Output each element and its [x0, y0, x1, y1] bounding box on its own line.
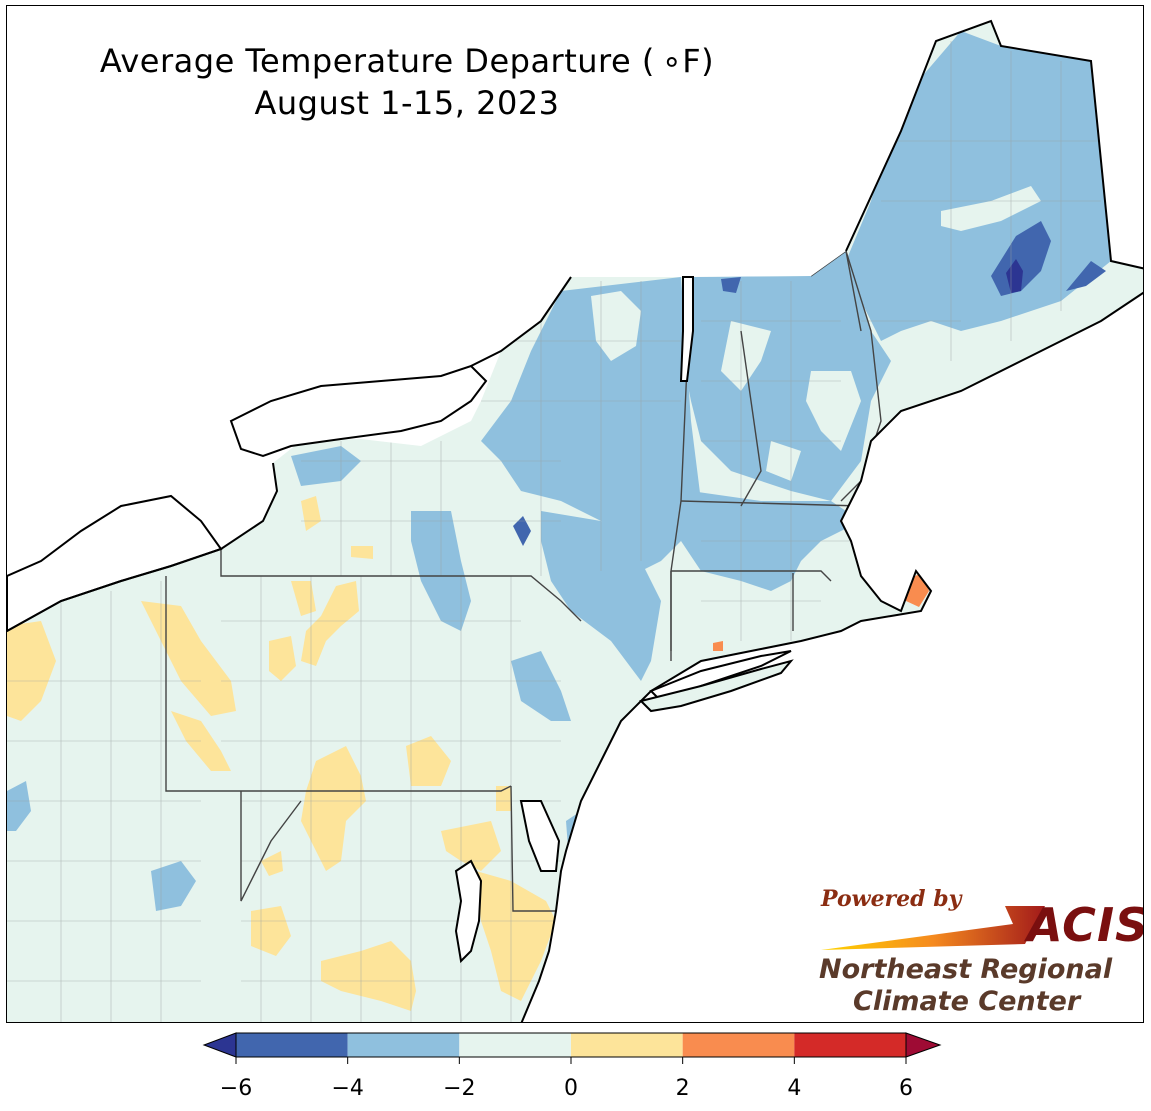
state-lines — [165, 249, 882, 912]
chesapeake-bay — [454, 859, 483, 964]
warm-region-ny-west — [301, 496, 321, 531]
cool-region-maine — [846, 31, 1111, 341]
acis-logo: Powered by ACIS Northeast Regional Clima… — [813, 884, 1143, 1019]
map-canvas — [7, 19, 1143, 1022]
neutral-patch-adirondack — [591, 291, 641, 361]
water-bodies — [7, 276, 792, 964]
acis-wordmark: ACIS — [1027, 898, 1144, 952]
warm-region-pa-central3 — [269, 636, 296, 681]
neutral-patch-nh — [806, 371, 861, 451]
cooler-region-vt — [721, 277, 741, 293]
colorbar-bin — [794, 1033, 906, 1057]
cool-region-wv — [7, 781, 31, 831]
neutral-patch-vt — [721, 321, 771, 391]
coastline — [7, 19, 1143, 1022]
cool-region-ny-west — [291, 446, 361, 486]
cool-region-ny-east — [481, 277, 701, 571]
neutral-patch-maine — [941, 186, 1041, 231]
colorbar-tick-label: 4 — [787, 1076, 802, 1101]
lake-champlain — [679, 276, 694, 382]
warm-region-md-chesapeake — [441, 821, 501, 871]
coolest-region-maine — [1006, 259, 1023, 293]
warm-region-ny-west2 — [351, 546, 373, 559]
cooler-region-maine-east — [1066, 261, 1106, 291]
map-frame: Average Temperature Departure ( ∘F) Augu… — [6, 5, 1144, 1023]
colorbar-bin — [236, 1033, 348, 1057]
warm-region-delmarva — [476, 871, 556, 1001]
acis-swoosh — [821, 906, 1045, 950]
colorbar-over-arrow — [905, 1032, 942, 1058]
map-title-line1: Average Temperature Departure ( ∘F) — [99, 42, 715, 80]
cool-region-nj — [511, 651, 571, 721]
colorbar-tick-label: 0 — [564, 1076, 578, 1101]
long-island — [639, 659, 794, 713]
warm-region-va2 — [321, 941, 416, 1011]
colorbar-bin — [571, 1033, 683, 1057]
map-title-line2: August 1-15, 2023 — [254, 84, 560, 122]
cool-region-va — [151, 861, 196, 911]
colorbar-under-arrow — [202, 1032, 237, 1058]
warm-region-pa-se — [496, 786, 511, 811]
colorbar — [202, 1032, 942, 1064]
cooler-region-ny — [513, 516, 531, 546]
delaware-bay — [519, 800, 561, 872]
colorbar-tick-label: −4 — [331, 1076, 364, 1101]
org-name-line2: Climate Center — [853, 986, 1081, 1017]
colorbar-bin — [682, 1033, 795, 1057]
colorbar-tick-label: 2 — [675, 1076, 690, 1101]
warm-region-pa-south — [406, 736, 451, 786]
warm-region-pa-west — [141, 601, 236, 716]
powered-by-text: Powered by — [821, 886, 962, 912]
warm-region-pa-central — [291, 581, 316, 616]
warm-region-pa-central2 — [301, 581, 359, 666]
colorbar-bin — [347, 1033, 460, 1057]
cooler-region-maine — [991, 221, 1051, 296]
hot-region-ct — [713, 641, 723, 651]
warm-region-ohio — [7, 621, 56, 721]
warm-region-md-west — [301, 746, 366, 871]
warm-region-va3 — [261, 851, 283, 876]
cool-region-hudson — [541, 511, 661, 681]
colorbar-tick-label: −6 — [219, 1076, 253, 1101]
lake-ontario — [229, 364, 488, 458]
colorbar-tick-label: −2 — [443, 1076, 476, 1101]
colorbar-bin — [459, 1033, 571, 1057]
neutral-patch-vt2 — [766, 441, 801, 481]
org-name-line1: Northeast Regional — [819, 954, 1113, 985]
colorbar-tick-label: 6 — [899, 1076, 913, 1101]
county-lines — [7, 41, 1101, 1022]
